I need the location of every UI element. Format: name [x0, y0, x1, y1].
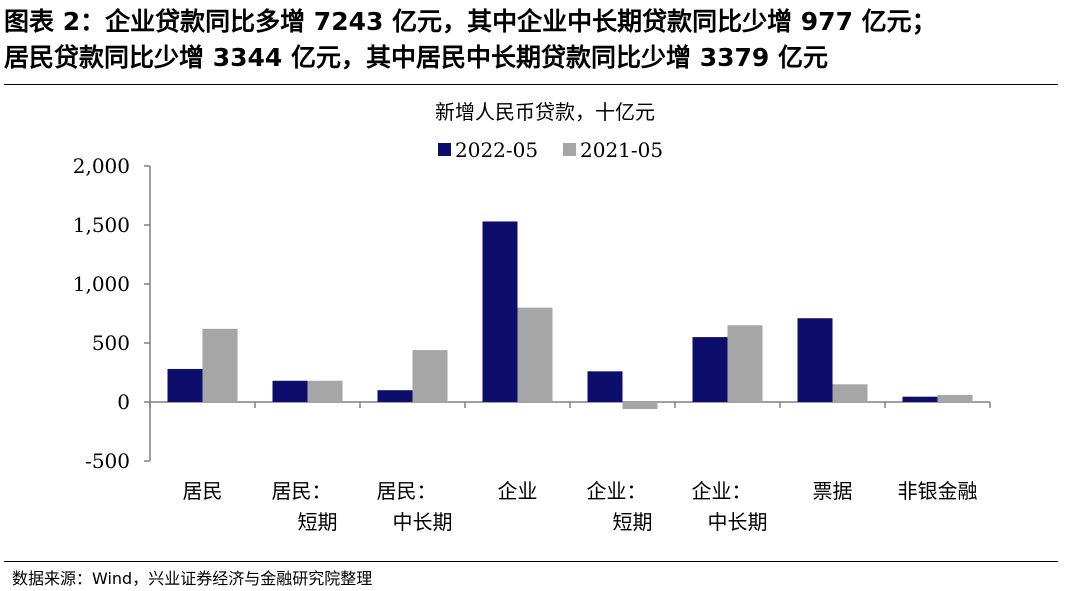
y-tick-label: 1,000	[73, 272, 130, 296]
x-tick-label: 短期	[298, 510, 338, 534]
legend-swatch-2022-05	[438, 143, 451, 156]
y-tick-label: 0	[117, 390, 130, 414]
bar-2022-05-0	[167, 368, 203, 402]
bar-2021-05-0	[202, 328, 238, 402]
x-tick-label: 居民：	[272, 479, 332, 503]
chart-title: 新增人民币贷款，十亿元	[435, 100, 655, 124]
legend-swatch-2021-05	[563, 143, 576, 156]
bar-2021-05-1	[307, 380, 343, 402]
legend-label: 2022-05	[455, 138, 538, 162]
source-note: 数据来源：Wind，兴业证券经济与金融研究院整理	[12, 569, 373, 588]
y-tick-label: 2,000	[73, 154, 130, 178]
x-tick-label: 中长期	[393, 510, 453, 534]
x-tick-label: 非银金融	[898, 479, 978, 503]
x-tick-label: 企业	[498, 479, 538, 503]
x-tick-label: 短期	[613, 510, 653, 534]
bar-2022-05-5	[692, 337, 728, 402]
figure-title-line-2: 居民贷款同比少增 3344 亿元，其中居民中长期贷款同比少增 3379 亿元	[4, 43, 828, 72]
bar-2021-05-5	[727, 325, 763, 402]
x-tick-label: 票据	[813, 479, 853, 503]
x-tick-label: 企业：	[587, 479, 647, 503]
bar-2022-05-1	[272, 380, 308, 402]
bar-2022-05-3	[482, 221, 518, 402]
y-tick-label: 500	[92, 331, 130, 355]
bar-2021-05-4	[622, 402, 658, 410]
chart-legend: 2022-05 2021-05	[438, 138, 663, 162]
x-tick-label: 居民：	[377, 479, 437, 503]
x-axis-labels: 居民 居民： 短期 居民： 中长期 企业 企业： 短期 企业： 中长期 票据 非银金融	[183, 479, 978, 534]
figure-title-line-1: 图表 2：企业贷款同比多增 7243 亿元，其中企业中长期贷款同比少增 977 …	[4, 7, 937, 36]
y-tick-label: -500	[85, 449, 130, 473]
bar-2022-05-2	[377, 390, 413, 402]
chart-bars	[167, 221, 973, 410]
x-tick-label: 中长期	[708, 510, 768, 534]
figure-title: 图表 2：企业贷款同比多增 7243 亿元，其中企业中长期贷款同比少增 977 …	[4, 4, 1076, 76]
bar-2022-05-6	[797, 318, 833, 402]
top-rule	[4, 84, 1058, 85]
bottom-rule	[4, 561, 1058, 562]
bar-2022-05-4	[587, 371, 623, 402]
x-tick-label: 企业：	[692, 479, 752, 503]
bar-2021-05-3	[517, 307, 553, 402]
y-tick-label: 1,500	[73, 213, 130, 237]
x-tick-label: 居民	[183, 479, 223, 503]
legend-label: 2021-05	[580, 138, 663, 162]
bar-2022-05-7	[902, 396, 938, 402]
bar-2021-05-2	[412, 350, 448, 402]
bar-2021-05-7	[937, 394, 973, 402]
bar-2021-05-6	[832, 384, 868, 402]
